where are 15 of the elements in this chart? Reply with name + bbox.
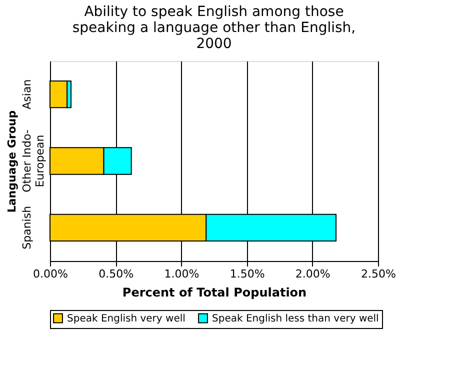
bar bbox=[50, 80, 68, 108]
x-axis-title: Percent of Total Population bbox=[122, 286, 307, 300]
y-tick-label: Other Indo-European bbox=[20, 130, 46, 192]
y-tick-label: Spanish bbox=[20, 206, 34, 250]
x-tick-label: 1.00% bbox=[164, 268, 200, 280]
x-tick-label: 1.50% bbox=[230, 268, 265, 280]
legend-label: Speak English less than very well bbox=[212, 313, 379, 324]
x-tick-label: 0.00% bbox=[33, 268, 68, 280]
chart-title: Ability to speak English among those speaking a language other than English, 2000 bbox=[72, 4, 356, 52]
x-tick-label: 2.00% bbox=[295, 268, 330, 280]
x-tick-label: 0.50% bbox=[98, 268, 134, 280]
legend-label: Speak English very well bbox=[67, 313, 186, 324]
y-axis-title: Language Group bbox=[6, 110, 18, 213]
x-tick-label: 2.50% bbox=[361, 268, 396, 280]
y-tick-label: Asian bbox=[20, 79, 34, 110]
